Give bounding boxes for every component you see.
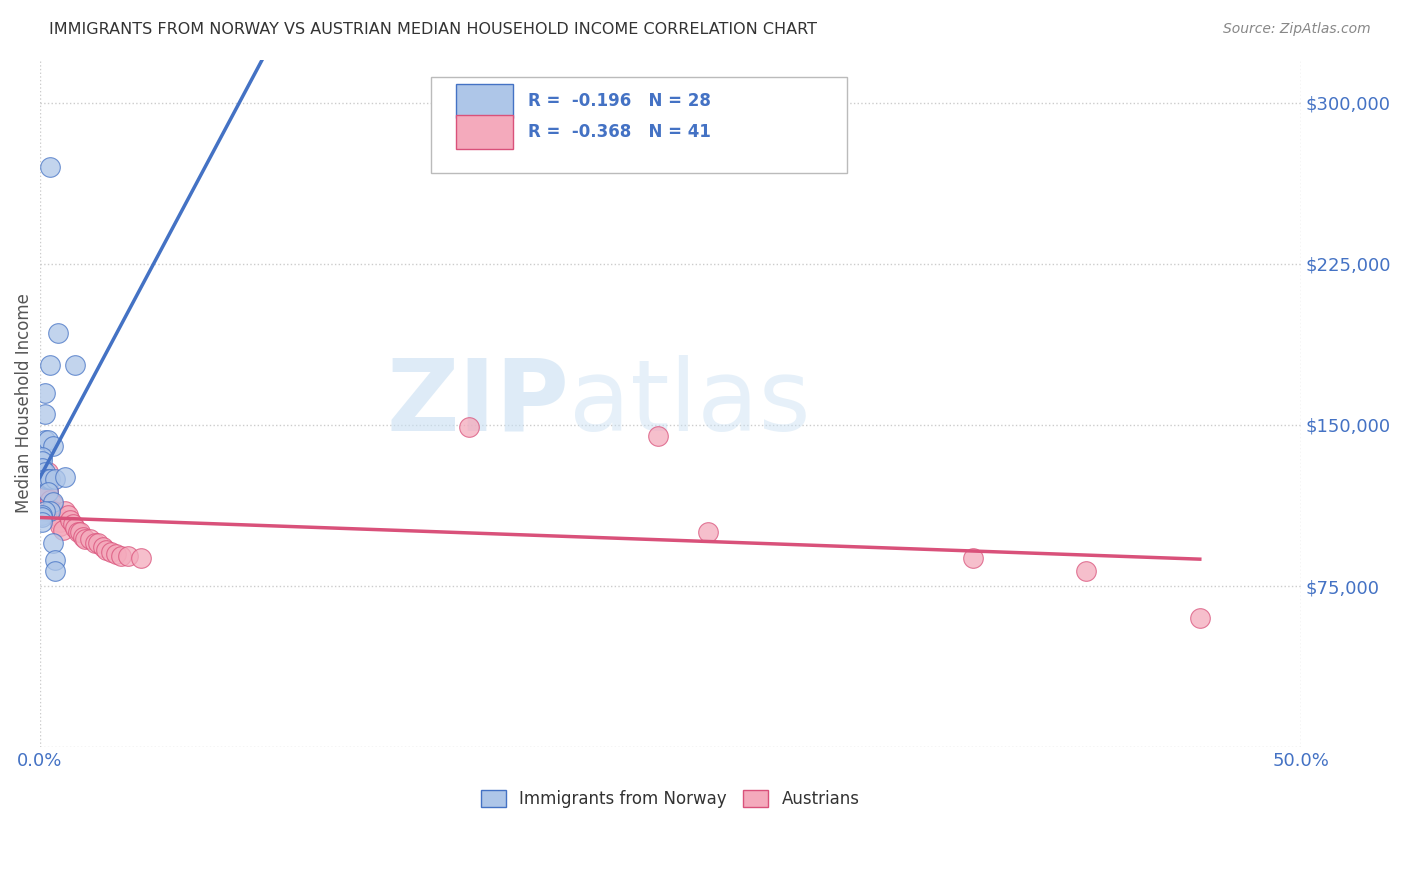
Point (39, 504, 62, 518)
Point (37, 472, 59, 486)
Point (37, 483, 59, 497)
Point (91, 541, 114, 555)
Legend: Immigrants from Norway, Austrians: Immigrants from Norway, Austrians (474, 783, 866, 814)
Point (457, 420, 479, 434)
Point (53, 504, 76, 518)
Text: R =  -0.368   N = 41: R = -0.368 N = 41 (527, 123, 710, 141)
Point (37, 433, 59, 447)
Point (1076, 564, 1098, 578)
Point (37, 465, 59, 479)
Point (31, 483, 53, 497)
Text: IMMIGRANTS FROM NORWAY VS AUSTRIAN MEDIAN HOUSEHOLD INCOME CORRELATION CHART: IMMIGRANTS FROM NORWAY VS AUSTRIAN MEDIA… (49, 22, 817, 37)
FancyBboxPatch shape (456, 114, 513, 149)
Point (117, 549, 139, 563)
Y-axis label: Median Household Income: Median Household Income (15, 293, 32, 514)
Point (647, 428, 669, 442)
Point (72, 530, 94, 544)
Point (100, 545, 122, 559)
Point (129, 551, 152, 566)
Point (31, 515, 53, 529)
Point (37, 487, 59, 501)
Point (44, 508, 66, 523)
Point (53, 469, 76, 483)
Point (94, 542, 117, 557)
Point (41, 504, 63, 518)
FancyBboxPatch shape (456, 84, 513, 118)
Point (62, 516, 84, 531)
Point (41, 536, 63, 550)
Point (34, 385, 56, 400)
Point (31, 508, 53, 523)
Point (31, 450, 53, 465)
Point (39, 493, 62, 508)
Point (34, 472, 56, 486)
Point (39, 504, 62, 518)
Point (87, 536, 110, 550)
Point (37, 484, 59, 499)
Point (79, 532, 101, 546)
Point (697, 525, 720, 540)
Point (31, 454, 53, 468)
Point (1188, 611, 1211, 625)
Text: Source: ZipAtlas.com: Source: ZipAtlas.com (1223, 22, 1371, 37)
Text: ZIP: ZIP (387, 355, 569, 452)
Point (31, 510, 53, 524)
Point (39, 160, 62, 174)
Point (37, 474, 59, 488)
Point (962, 551, 984, 566)
Point (65, 358, 87, 372)
Point (49, 515, 72, 529)
Point (34, 407, 56, 421)
Point (52, 523, 75, 537)
Point (41, 440, 63, 454)
Point (49, 519, 72, 533)
Point (69, 525, 91, 540)
Point (39, 472, 62, 486)
Point (31, 461, 53, 475)
Point (110, 549, 132, 563)
Point (34, 433, 56, 447)
Point (44, 564, 66, 578)
Point (44, 472, 66, 486)
FancyBboxPatch shape (430, 77, 846, 173)
Point (104, 547, 127, 561)
Point (46, 510, 69, 524)
Point (56, 508, 79, 523)
Point (46, 326, 69, 340)
Text: R =  -0.196   N = 28: R = -0.196 N = 28 (527, 92, 710, 110)
Text: atlas: atlas (569, 355, 811, 452)
Point (41, 495, 63, 509)
Point (44, 553, 66, 567)
Point (66, 525, 89, 540)
Point (59, 512, 82, 526)
Point (41, 498, 63, 512)
Point (34, 493, 56, 508)
Point (34, 487, 56, 501)
Point (75, 532, 97, 546)
Point (34, 465, 56, 479)
Point (34, 504, 56, 518)
Point (84, 536, 107, 550)
Point (39, 358, 62, 372)
Point (65, 521, 87, 535)
